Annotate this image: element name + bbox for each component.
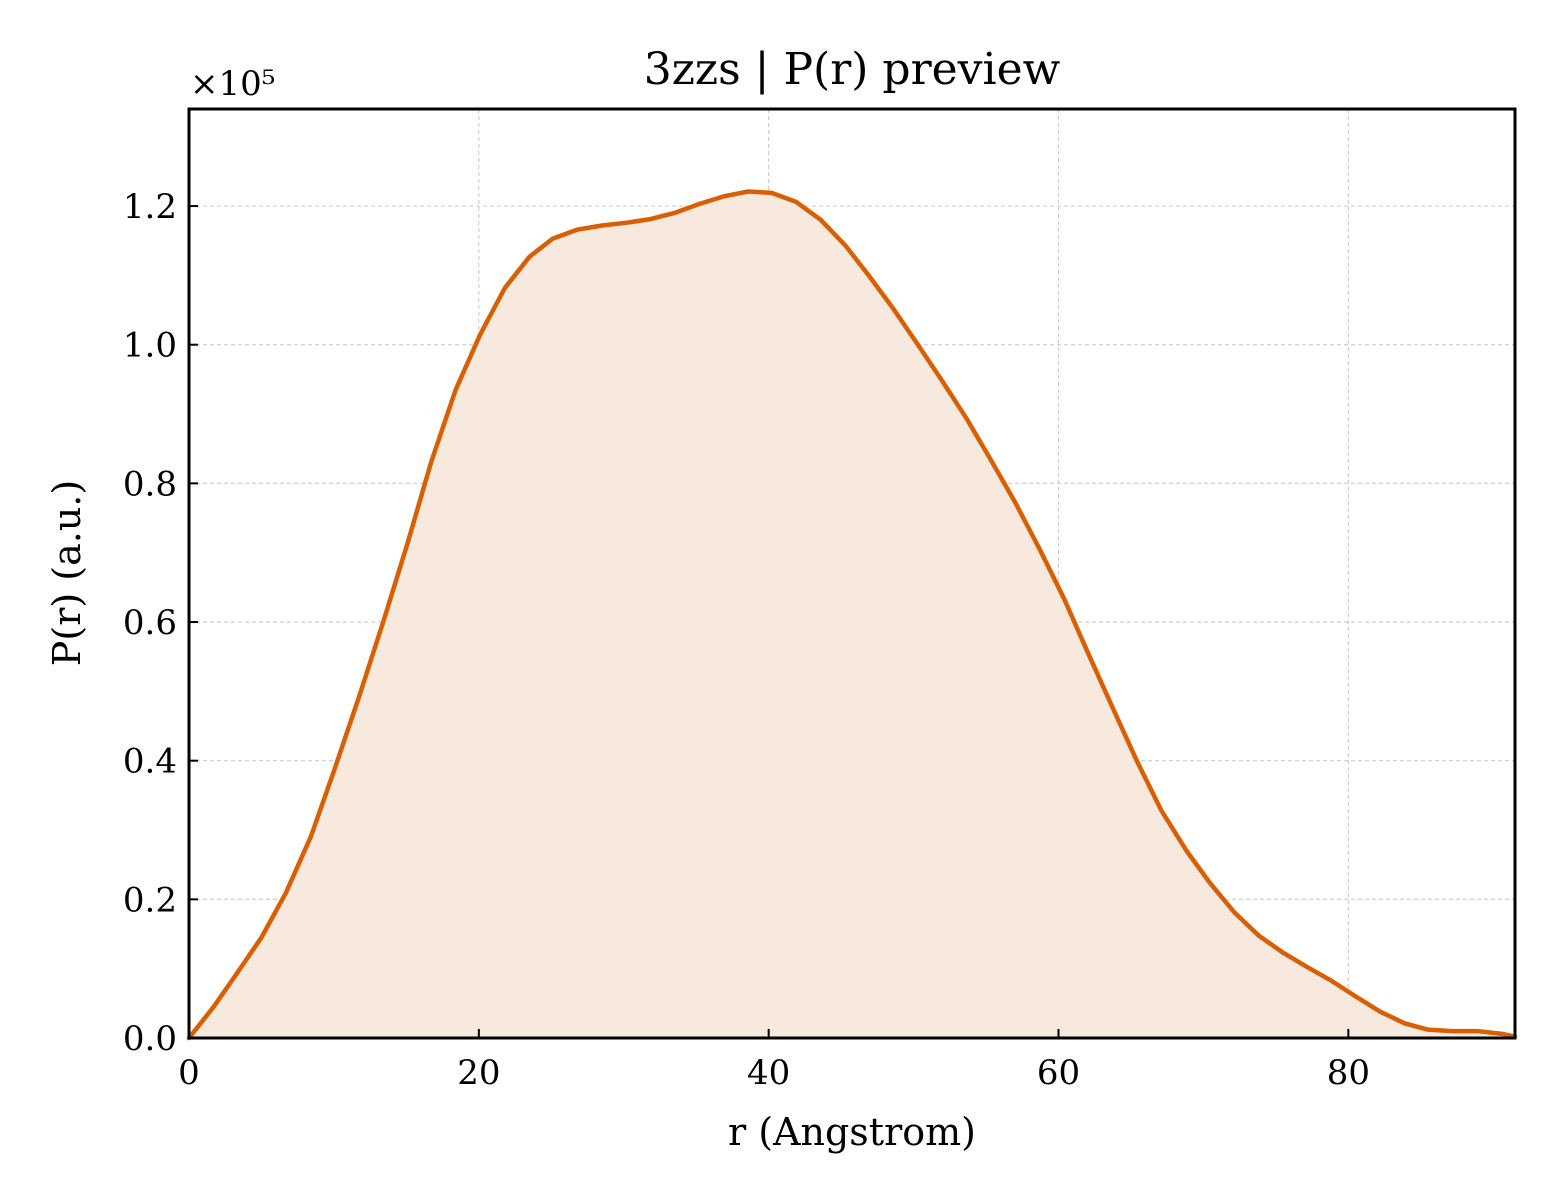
y-tick-label: 1.0 [123,326,177,366]
y-tick-label: 0.0 [123,1019,177,1059]
y-axis-label: P(r) (a.u.) [45,480,89,666]
x-tick-label: 80 [1327,1053,1370,1093]
x-tick-label: 60 [1037,1053,1080,1093]
x-tick-label: 20 [457,1053,500,1093]
y-tick-label: 0.2 [123,880,177,920]
plot-frame [187,107,1517,1040]
tick-label-layer: 0 20 40 60 80 0.0 0.2 0.4 0.6 0.8 1.0 1.2 [123,187,1370,1093]
y-multiplier-label: ×10⁵ [190,64,275,104]
y-tick-label: 0.6 [123,603,177,643]
y-tick-label: 0.4 [123,742,177,782]
x-tick-label: 40 [747,1053,790,1093]
x-tick-label: 0 [178,1053,200,1093]
chart-title: 3zzs | P(r) preview [644,44,1061,95]
area-fill [189,191,1515,1038]
series-line [186,189,1518,1041]
y-tick-label: 0.8 [123,464,177,504]
x-axis-label: r (Angstrom) [728,1110,976,1154]
y-tick-label: 1.2 [123,187,177,227]
